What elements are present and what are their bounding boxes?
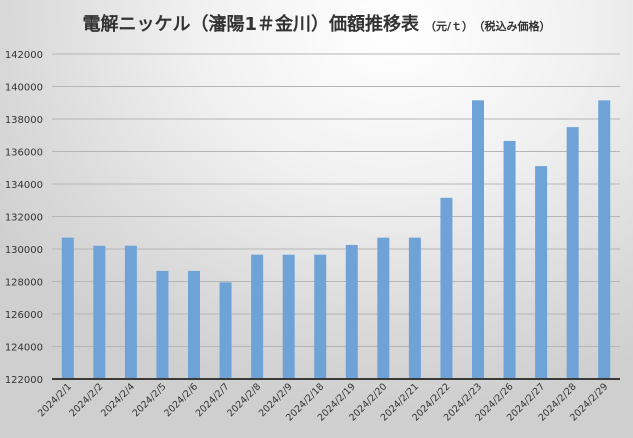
bar	[598, 100, 611, 379]
bar	[314, 254, 327, 379]
bar	[408, 237, 421, 379]
y-tick-label: 138000	[5, 115, 43, 126]
y-tick-label: 142000	[5, 50, 43, 61]
y-tick-label: 128000	[5, 278, 43, 289]
bar	[156, 270, 169, 379]
y-tick-label: 124000	[5, 343, 43, 354]
y-tick-label: 132000	[5, 213, 43, 224]
y-tick-label: 130000	[5, 245, 43, 256]
chart-title-block: 電解ニッケル（瀋陽1＃金川）価額推移表 （元/ｔ） （税込み価格）	[0, 10, 633, 36]
bar	[503, 140, 516, 379]
chart-note: （税込み価格）	[479, 20, 551, 33]
bar	[345, 244, 358, 379]
chart-unit: （元/ｔ）	[425, 20, 474, 33]
y-tick-label: 134000	[5, 180, 43, 191]
y-tick-label: 140000	[5, 83, 43, 94]
y-tick-label: 126000	[5, 310, 43, 321]
bar	[188, 270, 200, 379]
bar	[282, 254, 295, 379]
bar	[535, 166, 548, 379]
bar	[219, 282, 232, 379]
bar	[566, 127, 579, 379]
bar	[93, 245, 106, 379]
bar	[472, 100, 484, 379]
bar	[377, 237, 390, 379]
y-tick-label: 122000	[5, 375, 43, 386]
y-tick-label: 136000	[5, 148, 43, 159]
bar	[251, 254, 264, 379]
bar	[440, 197, 453, 379]
bar	[124, 245, 137, 379]
bar	[61, 237, 74, 379]
chart-title: 電解ニッケル（瀋陽1＃金川）価額推移表	[82, 14, 419, 35]
